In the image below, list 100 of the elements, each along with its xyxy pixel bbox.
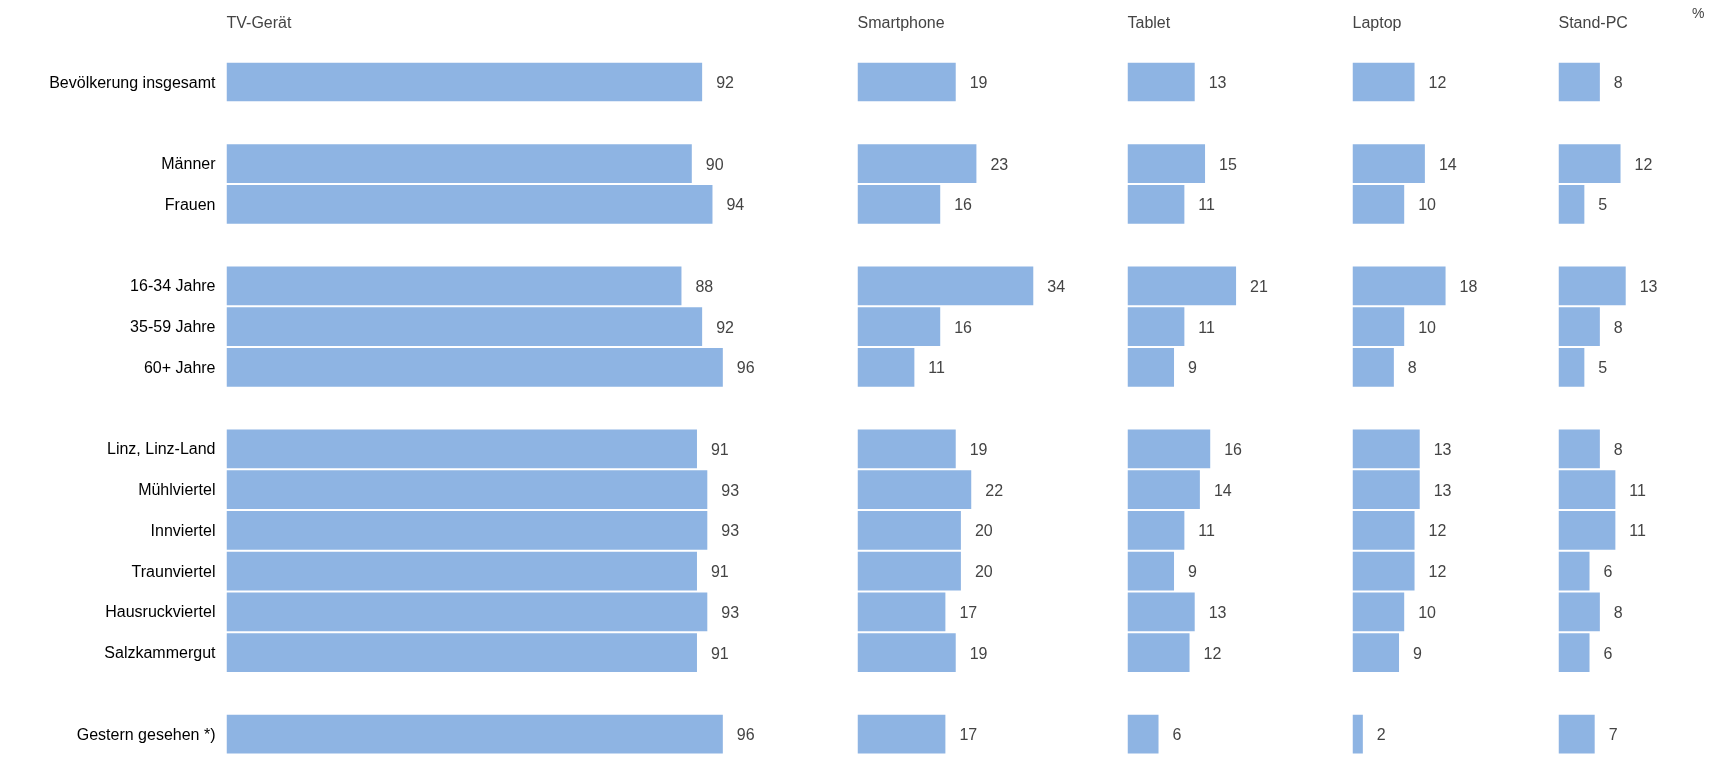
bar	[1558, 184, 1585, 224]
bar	[1558, 144, 1621, 183]
data-label: 91	[710, 644, 729, 662]
bar	[1127, 551, 1175, 591]
y-tick-label: Gestern gesehen *)	[76, 725, 216, 743]
data-label: 20	[974, 563, 993, 581]
bar	[226, 592, 708, 632]
data-label: 12	[1634, 155, 1653, 173]
chart-title: Stand-PC	[1558, 14, 1628, 32]
text: %	[1692, 4, 1705, 21]
chart-title: Laptop	[1352, 14, 1402, 32]
bar	[857, 184, 941, 224]
data-label: 13	[1639, 277, 1658, 295]
data-label: 17	[959, 603, 978, 621]
bar	[226, 144, 692, 183]
bar	[1352, 714, 1363, 754]
bar	[1127, 184, 1185, 224]
data-label: 9	[1188, 359, 1198, 377]
bar	[1558, 633, 1590, 672]
data-label: 11	[1629, 522, 1647, 540]
data-label: 13	[1433, 440, 1452, 458]
bar	[1127, 714, 1159, 754]
data-label: 16	[954, 318, 973, 336]
bar	[226, 714, 723, 754]
data-label: 19	[969, 74, 988, 92]
data-label: 93	[721, 522, 740, 540]
data-label: 91	[710, 563, 729, 581]
bar	[1352, 470, 1420, 509]
bar	[1558, 307, 1600, 346]
data-label: 93	[721, 603, 740, 621]
bar	[1127, 592, 1195, 632]
y-tick-label: Bevölkerung insgesamt	[49, 73, 217, 91]
data-label: 11	[928, 359, 946, 377]
data-label: 5	[1598, 196, 1608, 214]
bar	[226, 510, 708, 550]
data-label: 10	[1418, 318, 1437, 336]
bar	[1352, 144, 1425, 183]
bar	[226, 347, 723, 387]
bar	[1352, 184, 1405, 224]
data-label: 94	[726, 196, 745, 214]
data-label: 13	[1433, 481, 1452, 499]
data-label: 96	[736, 726, 755, 744]
data-label: 23	[990, 155, 1009, 173]
bar	[1558, 266, 1626, 306]
bar	[857, 144, 977, 183]
y-tick-label: Salzkammergut	[104, 644, 217, 662]
data-label: 10	[1418, 603, 1437, 621]
data-label: 12	[1428, 522, 1447, 540]
chart-title: Smartphone	[857, 14, 945, 32]
data-label: 11	[1198, 522, 1216, 540]
data-label: 10	[1418, 196, 1437, 214]
bar	[857, 307, 941, 346]
bar	[1127, 144, 1206, 183]
bar	[1127, 62, 1195, 102]
data-label: 92	[716, 74, 735, 92]
bar	[1127, 470, 1200, 509]
y-tick-label: Frauen	[164, 195, 216, 213]
bar	[1352, 551, 1415, 591]
data-label: 8	[1613, 603, 1623, 621]
data-label: 2	[1376, 726, 1386, 744]
bar	[1558, 592, 1600, 632]
data-label: 8	[1613, 318, 1623, 336]
bar	[1558, 714, 1595, 754]
data-label: 18	[1459, 277, 1478, 295]
bar	[1127, 633, 1190, 672]
bar	[1558, 510, 1616, 550]
bar	[1352, 307, 1405, 346]
bar	[1352, 266, 1446, 306]
y-tick-label: 16-34 Jahre	[130, 277, 216, 295]
bar	[226, 633, 697, 672]
data-label: 92	[716, 318, 735, 336]
bar	[857, 62, 956, 102]
data-label: 11	[1198, 196, 1216, 214]
bar	[226, 266, 682, 306]
y-tick-label: Linz, Linz-Land	[106, 440, 216, 458]
bar	[857, 510, 961, 550]
bar	[226, 551, 697, 591]
data-label: 34	[1047, 277, 1066, 295]
bar	[1558, 429, 1600, 469]
bar	[1127, 429, 1211, 469]
bar	[857, 429, 956, 469]
bar	[1558, 62, 1600, 102]
data-label: 14	[1213, 481, 1232, 499]
bar	[857, 633, 956, 672]
bar	[1352, 347, 1394, 387]
bar	[857, 266, 1034, 306]
data-label: 17	[959, 726, 978, 744]
data-label: 5	[1598, 359, 1608, 377]
bar	[226, 184, 713, 224]
data-label: 6	[1172, 726, 1182, 744]
bar	[857, 347, 915, 387]
data-label: 16	[954, 196, 973, 214]
data-label: 12	[1428, 74, 1447, 92]
bar	[1558, 347, 1585, 387]
bar	[226, 470, 708, 509]
data-label: 96	[736, 359, 755, 377]
bar	[857, 592, 946, 632]
data-label: 6	[1603, 644, 1613, 662]
y-tick-label: Mühlviertel	[138, 481, 216, 499]
data-label: 93	[721, 481, 740, 499]
